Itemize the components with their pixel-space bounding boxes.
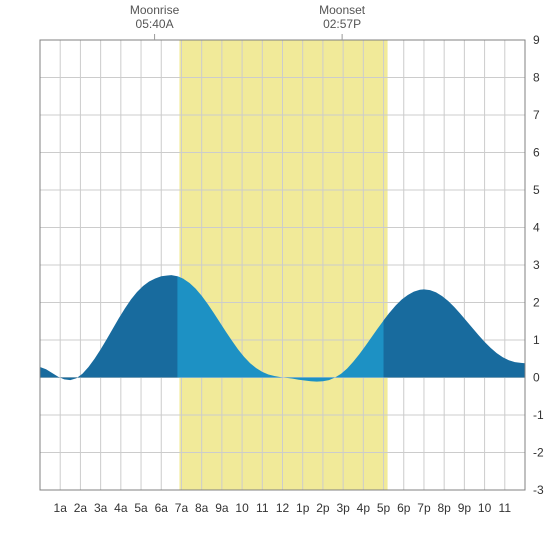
x-tick-label: 6p [397, 501, 411, 515]
event-label: Moonrise [130, 3, 180, 17]
chart-svg: Moonrise05:40A Moonset02:57P 1a 2a 3a 4a 5a 6a 7… [0, 0, 550, 550]
y-tick-label: 9 [533, 33, 540, 47]
y-tick-label: 6 [533, 146, 540, 160]
y-tick-label: -2 [533, 446, 544, 460]
y-tick-label: -1 [533, 408, 544, 422]
x-tick-label: 11 [256, 501, 269, 515]
y-tick-label: 7 [533, 108, 540, 122]
x-tick-label: 12 [276, 501, 290, 515]
x-tick-label: 7a [175, 501, 189, 515]
x-tick-label: 4a [114, 501, 128, 515]
y-tick-label: 8 [533, 71, 540, 85]
x-tick-label: 10 [478, 501, 492, 515]
x-tick-label: 8p [437, 501, 451, 515]
x-tick-label: 7p [417, 501, 431, 515]
x-tick-label: 10 [235, 501, 249, 515]
x-tick-label: 1p [296, 501, 310, 515]
event-time: 02:57P [323, 17, 361, 31]
x-tick-label: 8a [195, 501, 209, 515]
x-tick-label: 3a [94, 501, 108, 515]
y-tick-label: 3 [533, 258, 540, 272]
x-tick-label: 9a [215, 501, 229, 515]
x-tick-label: 3p [336, 501, 350, 515]
x-tick-label: 2p [316, 501, 330, 515]
x-tick-label: 2a [74, 501, 88, 515]
x-tick-label: 5p [377, 501, 391, 515]
tide-chart: Moonrise05:40A Moonset02:57P 1a 2a 3a 4a 5a 6a 7… [0, 0, 550, 550]
x-tick-label: 6a [155, 501, 169, 515]
y-tick-label: -3 [533, 483, 544, 497]
event-label: Moonset [319, 3, 366, 17]
y-tick-label: 5 [533, 183, 540, 197]
event-time: 05:40A [136, 17, 174, 31]
y-tick-label: 1 [533, 333, 540, 347]
y-tick-label: 0 [533, 371, 540, 385]
x-tick-label: 1a [54, 501, 68, 515]
x-tick-label: 4p [357, 501, 371, 515]
x-tick-label: 9p [458, 501, 472, 515]
y-tick-label: 2 [533, 296, 540, 310]
x-tick-label: 11 [499, 501, 512, 515]
x-tick-label: 5a [134, 501, 148, 515]
y-tick-label: 4 [533, 221, 540, 235]
